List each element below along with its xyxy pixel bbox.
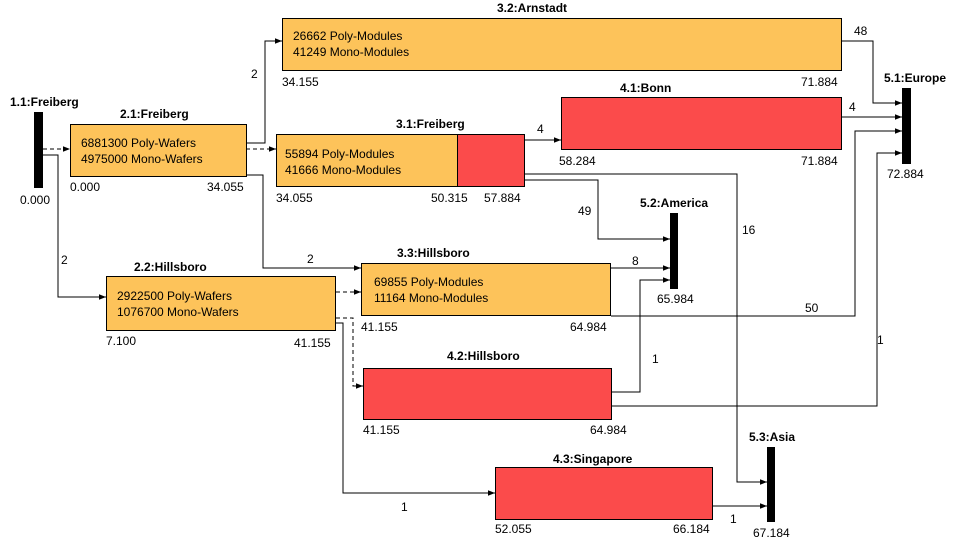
node-22-line-2: 1076700 Mono-Wafers	[117, 305, 239, 319]
node-33-end: 64.984	[570, 320, 607, 334]
node-33-start: 41.155	[361, 320, 398, 334]
node-11-start: 0.000	[20, 193, 51, 207]
edge-label-42-52: 1	[652, 352, 659, 366]
edge-label-41-51: 4	[849, 100, 856, 114]
edge-label-31-53: 16	[742, 223, 756, 237]
node-22-line-1: 2922500 Poly-Wafers	[117, 289, 232, 303]
node-31-line-1: 55894 Poly-Modules	[285, 147, 395, 161]
edge-label-21-33: 2	[307, 252, 314, 266]
node-31-box: 55894 Poly-Modules 41666 Mono-Modules	[276, 134, 458, 187]
edge-label-32-51: 48	[854, 24, 868, 38]
node-11-title: 1.1:Freiberg	[10, 95, 79, 109]
node-41-end: 71.884	[801, 154, 838, 168]
node-52-bar	[670, 213, 678, 289]
connector-22-42	[336, 317, 363, 389]
node-31-title: 3.1:Freiberg	[396, 117, 465, 131]
node-11-bar	[34, 112, 43, 188]
node-32-title: 3.2:Arnstadt	[497, 1, 568, 15]
node-52-title: 5.2:America	[640, 196, 709, 210]
node-21-box: 6881300 Poly-Wafers 4975000 Mono-Wafers	[70, 124, 247, 177]
node-43-title: 4.3:Singapore	[553, 452, 633, 466]
node-41-title: 4.1:Bonn	[620, 81, 672, 95]
node-33-line-2: 11164 Mono-Modules	[374, 291, 489, 305]
edge-label-42-51: 1	[877, 333, 884, 347]
edge-label-43-53: 1	[730, 512, 737, 526]
node-43-start: 52.055	[495, 522, 532, 536]
node-53-end: 67.184	[753, 526, 790, 540]
node-31-start: 34.055	[276, 191, 313, 205]
node-41-box	[561, 97, 842, 150]
node-42-end: 64.984	[590, 423, 627, 437]
connector-22-43	[336, 322, 495, 496]
node-53-bar	[767, 447, 775, 522]
edge-label-21-32: 2	[251, 67, 258, 81]
node-52-end: 65.984	[657, 292, 694, 306]
edge-label-31-52: 49	[578, 204, 592, 218]
edge-label-31-41: 4	[537, 122, 544, 136]
node-42-box	[363, 368, 612, 420]
connector-31-53	[525, 173, 767, 485]
node-21-title: 2.1:Freiberg	[120, 107, 189, 121]
node-21-end: 34.055	[207, 180, 244, 194]
node-22-end: 41.155	[294, 336, 331, 350]
node-21-line-2: 4975000 Mono-Wafers	[81, 152, 203, 166]
node-21-start: 0.000	[70, 180, 101, 194]
node-33-title: 3.3:Hillsboro	[397, 246, 470, 260]
node-22-box: 2922500 Poly-Wafers 1076700 Mono-Wafers	[106, 276, 336, 331]
node-22-title: 2.2:Hillsboro	[134, 260, 207, 274]
connector-11-22	[43, 154, 106, 300]
node-51-title: 5.1:Europe	[884, 71, 947, 85]
node-51-bar	[902, 88, 911, 164]
node-31-transport-box	[457, 134, 525, 187]
node-31-line-2: 41666 Mono-Modules	[285, 163, 402, 177]
node-33-box: 69855 Poly-Modules 11164 Mono-Modules	[361, 263, 611, 316]
edge-label-33-52: 8	[632, 254, 639, 268]
node-42-start: 41.155	[363, 423, 400, 437]
connector-42-52	[612, 277, 670, 393]
connector-21-32	[246, 38, 282, 144]
connector-21-33	[246, 174, 361, 271]
node-43-end: 66.184	[673, 522, 710, 536]
connector-32-51	[842, 40, 902, 106]
connector-33-51	[611, 128, 902, 317]
node-32-start: 34.155	[282, 75, 319, 89]
edge-label-11-22: 2	[61, 253, 68, 267]
connector-31-52	[525, 179, 670, 242]
edge-label-22-43: 1	[401, 500, 408, 514]
node-41-start: 58.284	[559, 154, 596, 168]
connector-42-51	[612, 150, 902, 407]
node-32-end: 71.884	[801, 75, 838, 89]
node-53-title: 5.3:Asia	[749, 430, 796, 444]
edge-label-33-51: 50	[805, 301, 819, 315]
node-31-end: 57.884	[484, 191, 521, 205]
node-42-title: 4.2:Hillsboro	[447, 349, 520, 363]
node-33-line-1: 69855 Poly-Modules	[374, 275, 484, 289]
node-21-line-1: 6881300 Poly-Wafers	[81, 136, 196, 150]
node-32-line-1: 26662 Poly-Modules	[293, 29, 403, 43]
node-51-end: 72.884	[887, 167, 924, 181]
node-32-box: 26662 Poly-Modules 41249 Mono-Modules	[282, 18, 842, 71]
node-43-box	[495, 467, 713, 520]
node-31-mid: 50.315	[431, 191, 468, 205]
node-32-line-2: 41249 Mono-Modules	[293, 45, 410, 59]
node-22-start: 7.100	[106, 334, 137, 348]
